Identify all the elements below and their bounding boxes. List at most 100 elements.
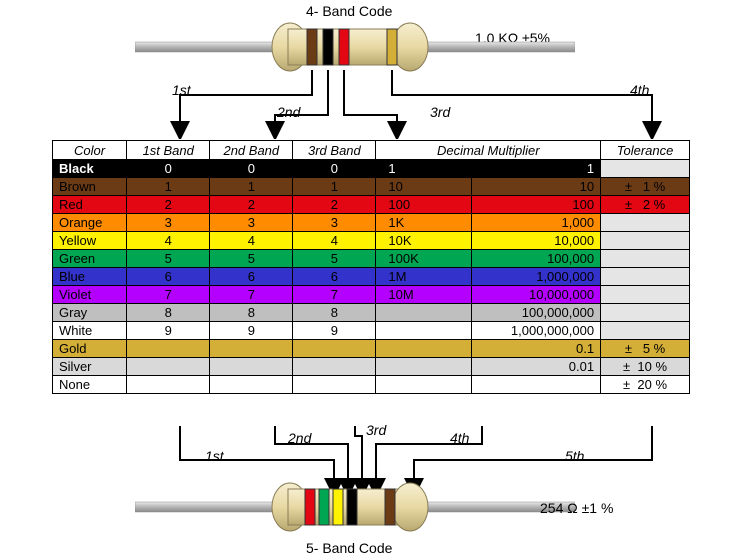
bottom-title: 5- Band Code [306, 540, 392, 556]
row-mult-label: 1M [376, 268, 471, 286]
row-digit: 3 [210, 214, 293, 232]
row-digit: 8 [210, 304, 293, 322]
row-name: Gold [53, 340, 127, 358]
top-arrows [52, 65, 692, 139]
row-tolerance: ± 20 % [601, 376, 690, 394]
row-mult-label [376, 358, 471, 376]
row-name: Brown [53, 178, 127, 196]
row-mult-label [376, 322, 471, 340]
row-digit [127, 358, 210, 376]
row-name: Yellow [53, 232, 127, 250]
row-name: Orange [53, 214, 127, 232]
row-tolerance [601, 214, 690, 232]
row-digit: 9 [293, 322, 376, 340]
row-mult-label: 10 [376, 178, 471, 196]
row-mult-label [376, 340, 471, 358]
row-name: Violet [53, 286, 127, 304]
row-mult-value: 0.1 [471, 340, 601, 358]
row-digit: 4 [293, 232, 376, 250]
top-band-2 [323, 29, 333, 65]
bottom-band-3 [333, 489, 343, 525]
row-digit [210, 376, 293, 394]
row-tolerance [601, 160, 690, 178]
row-digit: 0 [127, 160, 210, 178]
row-digit: 7 [293, 286, 376, 304]
row-digit: 6 [127, 268, 210, 286]
row-digit [210, 358, 293, 376]
row-digit: 2 [210, 196, 293, 214]
row-tolerance [601, 322, 690, 340]
row-digit: 2 [127, 196, 210, 214]
top-title: 4- Band Code [306, 3, 392, 19]
row-mult-value: 0.01 [471, 358, 601, 376]
row-digit [293, 340, 376, 358]
row-digit: 1 [127, 178, 210, 196]
row-digit [293, 376, 376, 394]
bottom-value: 254 Ω ±1 % [540, 500, 613, 516]
row-mult-value [471, 376, 601, 394]
row-digit: 7 [210, 286, 293, 304]
row-digit: 3 [127, 214, 210, 232]
bottom-band-1 [305, 489, 315, 525]
row-digit: 1 [210, 178, 293, 196]
row-digit [127, 340, 210, 358]
row-mult-value: 10,000,000 [471, 286, 601, 304]
bottom-band-5 [385, 489, 395, 525]
row-tolerance [601, 250, 690, 268]
row-mult-value: 1 [471, 160, 601, 178]
row-digit: 7 [127, 286, 210, 304]
row-mult-value: 100,000 [471, 250, 601, 268]
row-tolerance: ± 2 % [601, 196, 690, 214]
row-name: Gray [53, 304, 127, 322]
row-mult-label: 100 [376, 196, 471, 214]
row-tolerance [601, 268, 690, 286]
row-name: Red [53, 196, 127, 214]
row-digit: 8 [127, 304, 210, 322]
row-mult-value: 100 [471, 196, 601, 214]
row-tolerance: ± 1 % [601, 178, 690, 196]
row-name: Black [53, 160, 127, 178]
row-name: Green [53, 250, 127, 268]
row-mult-label: 1K [376, 214, 471, 232]
row-digit: 8 [293, 304, 376, 322]
row-digit: 5 [293, 250, 376, 268]
row-digit [210, 340, 293, 358]
row-name: White [53, 322, 127, 340]
row-mult-value: 1,000,000,000 [471, 322, 601, 340]
row-digit: 9 [127, 322, 210, 340]
row-mult-label: 1 [376, 160, 471, 178]
row-name: None [53, 376, 127, 394]
row-mult-value: 1,000,000 [471, 268, 601, 286]
row-name: Silver [53, 358, 127, 376]
row-digit: 4 [210, 232, 293, 250]
row-digit [293, 358, 376, 376]
row-digit [127, 376, 210, 394]
row-digit: 3 [293, 214, 376, 232]
row-mult-label [376, 376, 471, 394]
row-digit: 5 [210, 250, 293, 268]
color-code-table: Color1st Band2nd Band3rd BandDecimal Mul… [52, 140, 690, 394]
bottom-resistor-diagram [135, 478, 575, 538]
top-band-3 [339, 29, 349, 65]
row-digit: 0 [293, 160, 376, 178]
row-mult-value: 10,000 [471, 232, 601, 250]
top-band-1 [307, 29, 317, 65]
bottom-band-4 [347, 489, 357, 525]
row-digit: 5 [127, 250, 210, 268]
row-tolerance [601, 286, 690, 304]
row-name: Blue [53, 268, 127, 286]
row-mult-value: 1,000 [471, 214, 601, 232]
row-tolerance: ± 5 % [601, 340, 690, 358]
row-digit: 4 [127, 232, 210, 250]
row-mult-label: 10M [376, 286, 471, 304]
row-tolerance: ± 10 % [601, 358, 690, 376]
row-digit: 2 [293, 196, 376, 214]
row-mult-value: 10 [471, 178, 601, 196]
row-mult-label: 100K [376, 250, 471, 268]
row-digit: 6 [293, 268, 376, 286]
top-band-4 [387, 29, 397, 65]
row-mult-label [376, 304, 471, 322]
bottom-band-2 [319, 489, 329, 525]
row-digit: 9 [210, 322, 293, 340]
row-mult-label: 10K [376, 232, 471, 250]
